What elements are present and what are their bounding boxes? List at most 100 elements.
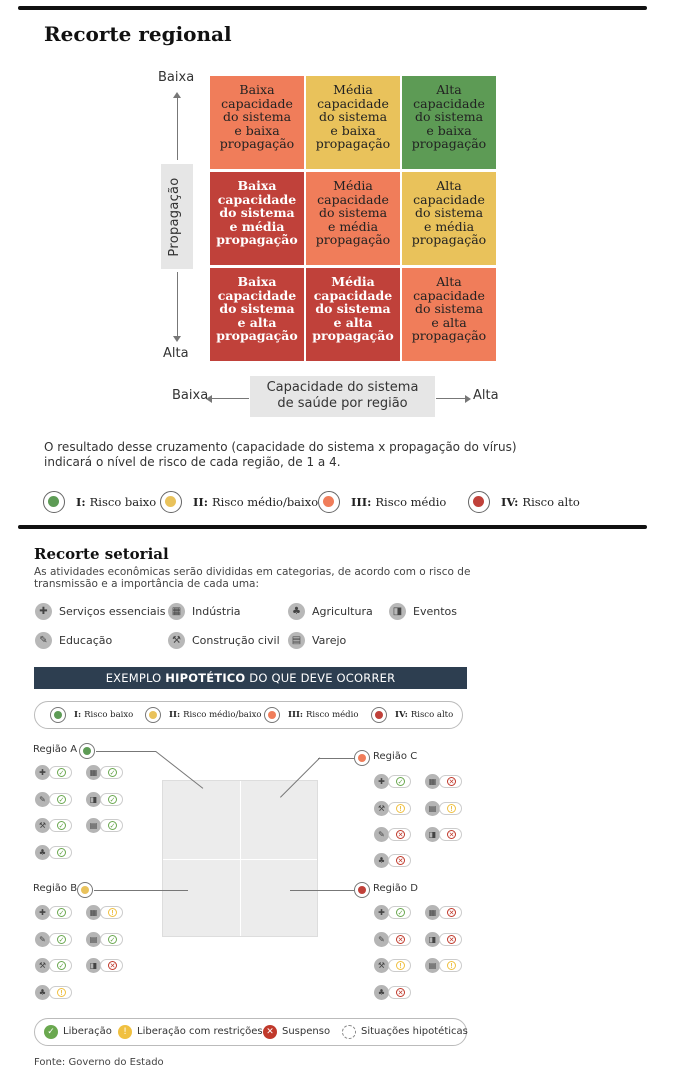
banner-post: DO QUE DEVE OCORRER (245, 671, 396, 685)
region-c-marker (354, 750, 370, 766)
status-legend-label: Liberação (63, 1026, 112, 1037)
check-icon: ✓ (57, 961, 66, 970)
hammer-icon: ⚒ (35, 958, 50, 973)
sector-status: ✚ ✓ (35, 905, 72, 920)
region-c-label: Região C (373, 751, 418, 762)
storefront-icon: ▤ (425, 958, 440, 973)
check-icon: ✓ (108, 795, 117, 804)
sector-status: ▤ ✓ (86, 932, 123, 947)
check-icon: ✓ (44, 1025, 58, 1039)
region-a-marker (79, 743, 95, 759)
pencil-icon: ✎ (374, 827, 389, 842)
ticket-icon: ◨ (86, 792, 101, 807)
hammer-icon: ⚒ (374, 801, 389, 816)
arrow-up-head (173, 92, 181, 98)
source-note: Fonte: Governo do Estado (34, 1057, 164, 1068)
ticket-icon: ◨ (425, 827, 440, 842)
close-icon: ✕ (447, 777, 456, 786)
x-axis-left-label: Baixa (172, 388, 209, 403)
storefront-icon: ▤ (425, 801, 440, 816)
leaf-icon: ♣ (374, 853, 389, 868)
sector-status: ✚ ✓ (374, 905, 411, 920)
example-banner: EXEMPLO HIPOTÉTICO DO QUE DEVE OCORRER (34, 667, 467, 689)
small-risk-label: III: Risco médio (288, 710, 359, 720)
leaf-icon: ♣ (35, 845, 50, 860)
sector-status: ▦ ✓ (86, 765, 123, 780)
leaf-icon: ♣ (35, 985, 50, 1000)
factory-icon: ▦ (86, 905, 101, 920)
arrow-left-head (206, 395, 212, 403)
sector-status: ♣ ✕ (374, 985, 411, 1000)
warning-icon: ! (57, 988, 66, 997)
check-icon: ✓ (57, 908, 66, 917)
risk-level-label: II: Risco médio/baixo (193, 495, 319, 509)
sector-status: ▤! (425, 801, 462, 816)
sector-status: ♣! (35, 985, 72, 1000)
x-axis-arrow-left (209, 398, 249, 399)
region-b-marker (77, 882, 93, 898)
pencil-icon: ✎ (35, 632, 52, 649)
status-legend-label: Liberação com restrições (137, 1026, 263, 1037)
y-axis-top-label: Baixa (158, 70, 195, 85)
warning-icon: ! (118, 1025, 132, 1039)
sector-status: ▤! (425, 958, 462, 973)
small-risk-marker (145, 707, 161, 723)
sector-label: Construção civil (192, 634, 280, 647)
sector-status: ⚒ ✓ (35, 958, 72, 973)
hammer-icon: ⚒ (168, 632, 185, 649)
status-legend (34, 1018, 467, 1046)
sector-status: ⚒! (374, 801, 411, 816)
connector-b (94, 890, 188, 891)
sector-label: Educação (59, 634, 113, 647)
matrix-cell: Alta capacidade do sistema e alta propag… (402, 268, 496, 361)
region-b-label: Região B (33, 883, 78, 894)
leaf-icon: ♣ (374, 985, 389, 1000)
setorial-title: Recorte setorial (34, 545, 169, 563)
small-risk-label: I: Risco baixo (74, 710, 134, 720)
y-axis-bottom-label: Alta (163, 346, 189, 361)
check-icon: ✓ (108, 768, 117, 777)
sector-status: ✚ ✓ (35, 765, 72, 780)
storefront-icon: ▤ (86, 818, 101, 833)
connector-a1 (96, 751, 156, 752)
ticket-icon: ◨ (86, 958, 101, 973)
y-axis-arrow-up (177, 96, 178, 160)
status-legend-label: Suspenso (282, 1026, 331, 1037)
sector-label: Varejo (312, 634, 347, 647)
top-rule (18, 6, 647, 10)
cross-icon: ✚ (35, 905, 50, 920)
sector-status: ✎ ✕ (374, 827, 411, 842)
sector-status: ✎ ✕ (374, 932, 411, 947)
hammer-icon: ⚒ (35, 818, 50, 833)
risk-level-label: IV: Risco alto (501, 495, 580, 509)
close-icon: ✕ (396, 830, 405, 839)
check-icon: ✓ (396, 908, 405, 917)
factory-icon: ▦ (86, 765, 101, 780)
risk-level-label: I: Risco baixo (76, 495, 157, 509)
check-icon: ✓ (57, 848, 66, 857)
factory-icon: ▦ (168, 603, 185, 620)
x-axis-label-text: Capacidade do sistema de saúde por regiã… (266, 380, 419, 411)
region-map (162, 780, 318, 937)
pencil-icon: ✎ (35, 932, 50, 947)
sector-status: ♣ ✕ (374, 853, 411, 868)
sector-label: Serviços essenciais (59, 605, 166, 618)
check-icon: ✓ (108, 821, 117, 830)
x-axis-arrow-right (436, 398, 466, 399)
close-icon: ✕ (447, 830, 456, 839)
cross-icon: ✚ (35, 603, 52, 620)
warning-icon: ! (108, 908, 117, 917)
close-icon: ✕ (263, 1025, 277, 1039)
close-icon: ✕ (396, 856, 405, 865)
y-axis-label-box (161, 164, 193, 269)
matrix-cell: Média capacidade do sistema e baixa prop… (306, 76, 400, 169)
pencil-icon: ✎ (35, 792, 50, 807)
sector-status: ▦ ✕ (425, 905, 462, 920)
small-risk-legend (34, 701, 463, 729)
status-legend-label: Situações hipotéticas (361, 1026, 468, 1037)
warning-icon: ! (396, 804, 405, 813)
check-icon: ✓ (108, 935, 117, 944)
arrow-right-head (465, 395, 471, 403)
leaf-icon: ♣ (288, 603, 305, 620)
small-risk-marker (50, 707, 66, 723)
